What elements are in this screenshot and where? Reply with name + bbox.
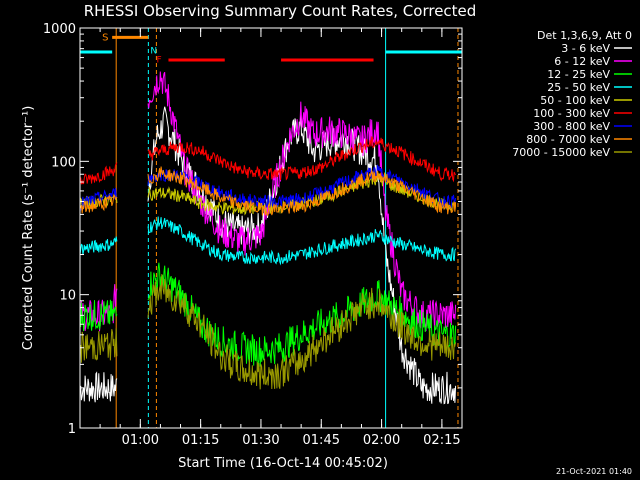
series-line [80, 262, 457, 367]
y-tick-label: 10 [59, 289, 76, 304]
legend-label: 12 - 25 keV [547, 68, 610, 81]
series-line [80, 136, 457, 185]
legend-label: 800 - 7000 keV [526, 133, 610, 146]
x-tick-label: 01:45 [303, 433, 340, 448]
plot-area: S NF 1 10 100 1000 01:00 01:15 01:30 01:45 02:00 02… [43, 22, 463, 448]
x-axis-label: Start Time (16-Oct-14 00:45:02) [178, 456, 388, 471]
flare-label: F [156, 56, 161, 66]
y-tick-label: 100 [51, 155, 76, 170]
series-line [80, 216, 457, 266]
legend-label: 300 - 800 keV [533, 120, 610, 133]
legend-label: 100 - 300 keV [533, 107, 610, 120]
legend-label: 50 - 100 keV [540, 94, 610, 107]
x-tick-label: 02:15 [423, 433, 460, 448]
series-group [80, 71, 457, 405]
chart-title: RHESSI Observing Summary Count Rates, Co… [84, 2, 477, 20]
legend-label: 3 - 6 keV [561, 42, 610, 55]
x-tick-label: 01:15 [182, 433, 219, 448]
plot-frame [79, 27, 463, 429]
series-line [80, 274, 457, 390]
legend-label: 6 - 12 keV [554, 55, 610, 68]
x-tick-label: 01:30 [242, 433, 279, 448]
x-tick-label: 01:00 [122, 433, 159, 448]
night-label: N [150, 46, 157, 56]
saa-label: S [102, 32, 108, 43]
legend-label: 7000 - 15000 keV [512, 146, 610, 159]
timestamp: 21-Oct-2021 01:40 [556, 467, 632, 476]
x-tick-label: 02:00 [363, 433, 400, 448]
y-tick-label: 1 [68, 422, 76, 437]
legend-title: Det 1,3,6,9, Att 0 [537, 29, 632, 42]
y-axis-label: Corrected Count Rate (s⁻¹ detector⁻¹) [21, 106, 36, 351]
series-line [80, 166, 457, 217]
y-tick-label: 1000 [43, 22, 76, 37]
legend-label: 25 - 50 keV [547, 81, 610, 94]
